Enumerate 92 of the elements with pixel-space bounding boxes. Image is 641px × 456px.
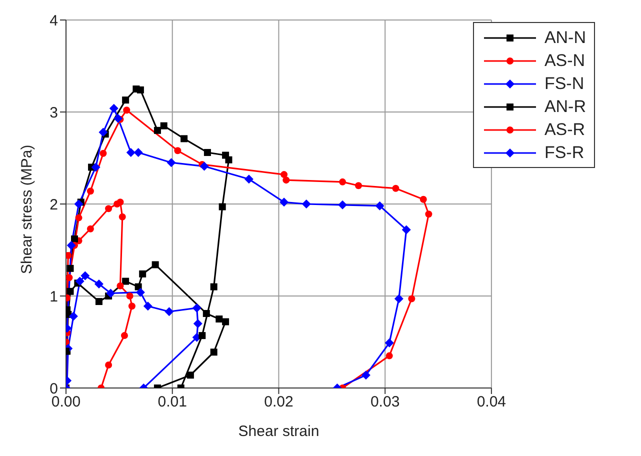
point — [122, 96, 130, 104]
point — [66, 288, 74, 295]
point — [154, 126, 161, 134]
point — [218, 203, 226, 210]
point — [339, 178, 346, 186]
point — [354, 182, 362, 190]
point — [210, 348, 218, 356]
point — [174, 147, 182, 154]
point — [86, 188, 94, 195]
legend-label: AN-N — [544, 28, 586, 48]
point — [186, 372, 194, 379]
point — [121, 332, 128, 340]
legend-label: FS-N — [544, 74, 584, 94]
point — [105, 205, 112, 212]
point — [95, 298, 102, 306]
point — [394, 294, 404, 304]
point — [134, 148, 143, 157]
point — [408, 295, 416, 302]
point — [71, 235, 78, 242]
point — [244, 174, 254, 184]
point — [143, 302, 152, 311]
legend-label: AS-R — [544, 120, 586, 140]
point — [375, 201, 384, 210]
point — [361, 370, 370, 380]
point — [126, 292, 134, 300]
point — [109, 104, 118, 113]
point — [122, 278, 130, 285]
x-tick-label: 0.04 — [476, 394, 506, 411]
point — [116, 198, 124, 206]
point — [74, 200, 84, 208]
point — [106, 288, 116, 298]
point — [386, 352, 393, 360]
point — [68, 312, 78, 321]
point — [180, 135, 188, 142]
point — [392, 184, 400, 192]
point — [210, 283, 218, 290]
point — [91, 162, 100, 172]
legend-label: AN-R — [544, 96, 586, 116]
point — [105, 362, 112, 368]
point — [402, 225, 411, 234]
point — [338, 200, 348, 210]
point — [80, 271, 90, 280]
y-axis-title: Shear stress (MPa) — [18, 144, 36, 274]
point — [198, 332, 206, 340]
point — [118, 213, 126, 220]
point — [136, 288, 145, 297]
y-tick-label: 3 — [50, 104, 58, 122]
y-tick-label: 1 — [50, 288, 58, 306]
point — [75, 214, 82, 222]
x-tick-label: 0.03 — [370, 394, 400, 411]
point — [136, 86, 144, 94]
point — [384, 338, 394, 348]
point — [302, 200, 311, 208]
point — [282, 176, 290, 184]
y-tick-label: 4 — [50, 12, 58, 30]
point — [139, 270, 146, 278]
point — [200, 162, 209, 171]
legend-label: AS-N — [544, 50, 586, 70]
point — [164, 307, 174, 316]
point — [123, 106, 130, 114]
point — [66, 252, 72, 260]
point — [126, 148, 136, 157]
point — [166, 158, 176, 168]
point — [66, 240, 76, 250]
point — [100, 150, 107, 157]
x-tick-label: 0.02 — [264, 394, 294, 411]
point — [425, 210, 432, 218]
point — [280, 171, 288, 178]
point — [128, 302, 136, 310]
point — [192, 303, 202, 312]
point — [202, 310, 210, 317]
point — [222, 318, 230, 326]
point — [280, 198, 289, 207]
legend-label: FS-R — [544, 142, 584, 162]
point — [98, 128, 108, 137]
point — [420, 196, 427, 203]
x-axis-title: Shear strain — [238, 423, 320, 440]
point — [193, 319, 202, 328]
y-tick-label: 2 — [50, 196, 58, 214]
point — [216, 316, 223, 322]
point — [160, 122, 168, 130]
point — [152, 261, 159, 268]
point — [86, 225, 94, 232]
point — [225, 156, 232, 164]
point — [204, 148, 211, 156]
point — [116, 282, 124, 290]
point — [66, 274, 73, 282]
point — [94, 280, 104, 289]
point — [66, 264, 74, 272]
point — [114, 114, 123, 123]
x-tick-label: 0.01 — [158, 394, 187, 411]
point — [75, 276, 84, 286]
